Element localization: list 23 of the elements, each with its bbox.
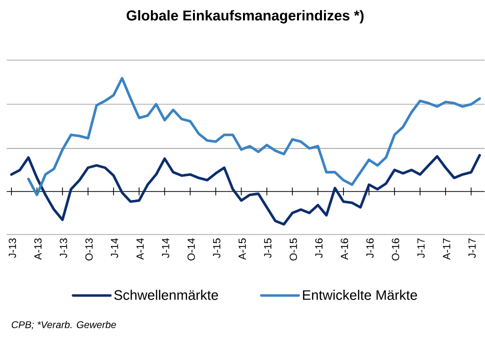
x-tick-label: A-14 — [136, 238, 144, 260]
x-tick-label: J-15 — [264, 238, 272, 258]
legend-label: Schwellenmärkte — [114, 290, 218, 300]
x-tick-label: J-13 — [60, 238, 68, 258]
x-tick-label: J-17 — [468, 238, 476, 258]
x-tick-label: O-15 — [290, 238, 298, 261]
x-tick-label: O-14 — [188, 238, 195, 261]
x-tick-label: J-16 — [366, 238, 374, 258]
x-tick-label: J-14 — [162, 238, 170, 258]
x-tick-label: J-17 — [417, 238, 425, 258]
x-tick-label: O-16 — [392, 238, 400, 261]
x-tick-label: A-17 — [443, 238, 450, 260]
x-tick-label: A-16 — [340, 238, 348, 260]
x-tick-label: J-13 — [8, 238, 16, 258]
x-tick-label: A-13 — [34, 238, 42, 260]
text: CPB; *Verarb. Gewerbe — [12, 320, 116, 330]
x-tick-label: J-14 — [110, 238, 118, 258]
x-tick-label: A-15 — [238, 238, 246, 260]
x-tick-label: J-15 — [213, 238, 220, 258]
x-tick-label: J-16 — [315, 238, 323, 258]
x-tick-label: O-13 — [85, 238, 93, 261]
legend-label: Entwickelte Märkte — [303, 290, 418, 300]
chart-title: Globale Einkaufsmanagerindizes *) — [126, 10, 364, 24]
